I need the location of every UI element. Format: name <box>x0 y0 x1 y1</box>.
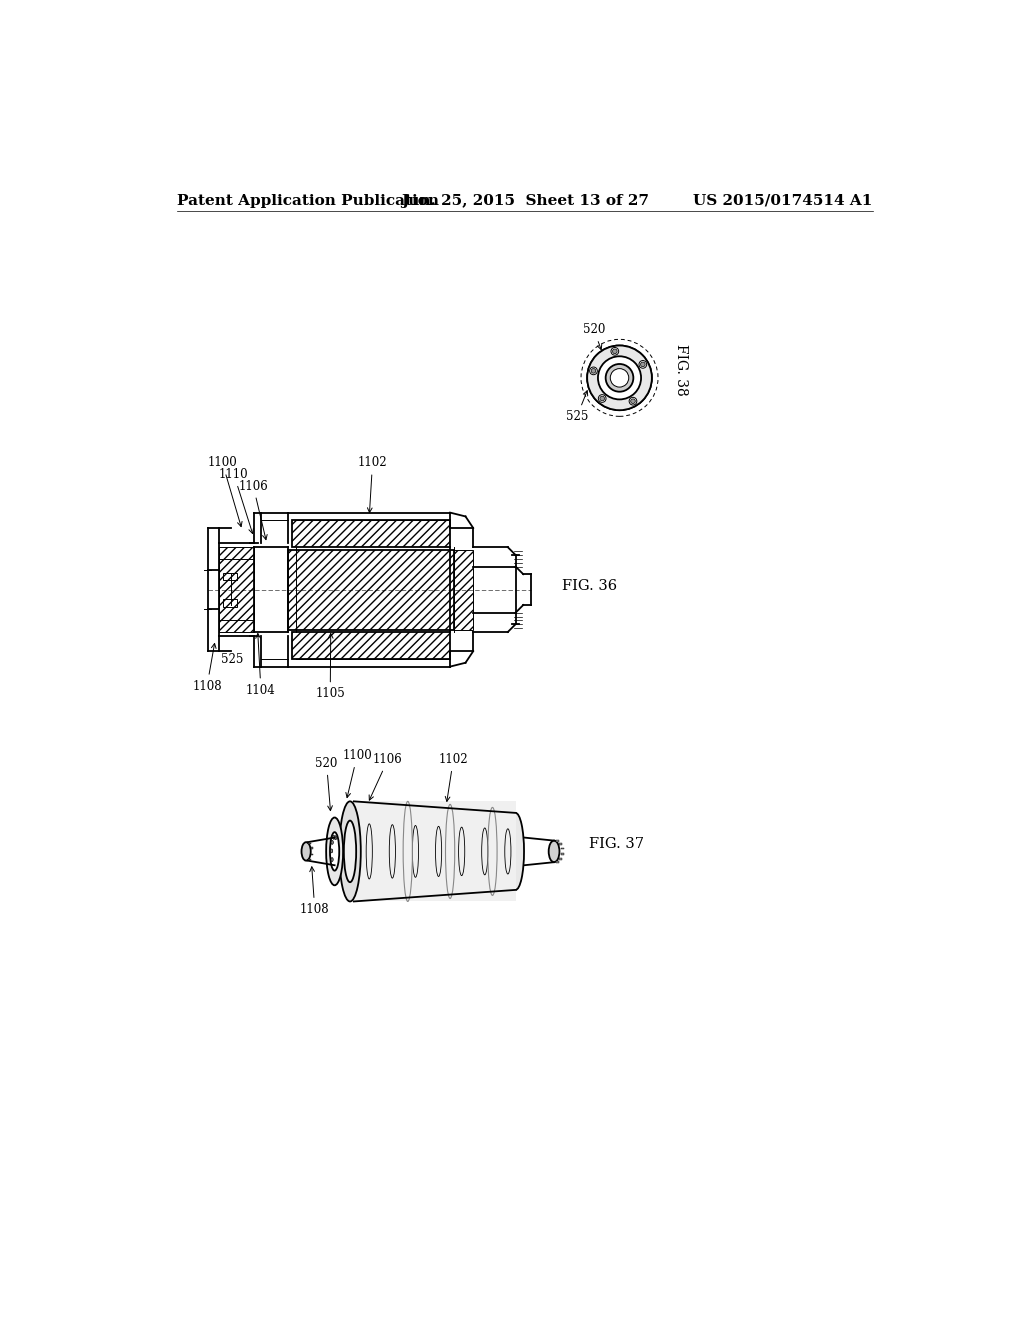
Circle shape <box>598 356 641 400</box>
Circle shape <box>641 362 645 367</box>
Bar <box>559 843 562 845</box>
Text: FIG. 38: FIG. 38 <box>674 345 688 396</box>
Ellipse shape <box>330 832 339 871</box>
Circle shape <box>598 395 606 403</box>
Text: Patent Application Publication: Patent Application Publication <box>177 194 438 207</box>
Bar <box>556 841 559 842</box>
Text: 525: 525 <box>221 653 244 665</box>
Ellipse shape <box>331 849 333 853</box>
Circle shape <box>590 367 597 375</box>
Ellipse shape <box>549 841 559 862</box>
Circle shape <box>639 360 647 368</box>
Text: 1108: 1108 <box>193 643 222 693</box>
Ellipse shape <box>326 817 343 886</box>
Bar <box>292 632 451 659</box>
Ellipse shape <box>507 813 524 890</box>
Text: 1104: 1104 <box>246 634 275 697</box>
Text: 1110: 1110 <box>219 469 253 533</box>
Ellipse shape <box>333 836 335 840</box>
Bar <box>223 573 237 581</box>
Bar <box>561 854 564 855</box>
Text: 1102: 1102 <box>438 752 468 801</box>
Text: 1100: 1100 <box>342 748 372 797</box>
Ellipse shape <box>335 836 337 840</box>
Text: US 2015/0174514 A1: US 2015/0174514 A1 <box>693 194 872 207</box>
Ellipse shape <box>331 841 334 845</box>
Ellipse shape <box>331 858 333 862</box>
Bar <box>223 599 237 607</box>
Text: FIG. 37: FIG. 37 <box>589 837 644 850</box>
Ellipse shape <box>301 842 310 861</box>
Text: Jun. 25, 2015  Sheet 13 of 27: Jun. 25, 2015 Sheet 13 of 27 <box>400 194 649 207</box>
Text: 1105: 1105 <box>315 634 345 701</box>
Text: 1102: 1102 <box>357 457 387 512</box>
Text: 1100: 1100 <box>208 457 242 527</box>
Text: 1106: 1106 <box>239 479 268 540</box>
Circle shape <box>600 396 604 401</box>
Text: 520: 520 <box>315 756 338 810</box>
Bar <box>308 858 310 861</box>
Circle shape <box>605 364 634 392</box>
Circle shape <box>612 348 617 354</box>
Bar <box>454 549 473 630</box>
Text: 525: 525 <box>565 391 588 424</box>
Bar <box>561 847 564 849</box>
Bar <box>292 520 451 548</box>
Bar <box>556 861 559 862</box>
Text: FIG. 36: FIG. 36 <box>562 578 616 593</box>
Bar <box>308 842 310 845</box>
Bar <box>289 549 454 630</box>
Ellipse shape <box>344 821 356 882</box>
Bar <box>311 847 313 849</box>
Circle shape <box>591 368 596 374</box>
Circle shape <box>629 397 637 405</box>
Circle shape <box>587 346 652 411</box>
Ellipse shape <box>339 801 360 902</box>
Text: 520: 520 <box>583 323 605 350</box>
Circle shape <box>611 347 618 355</box>
Bar <box>311 854 313 855</box>
Circle shape <box>610 368 629 387</box>
Bar <box>219 548 254 632</box>
FancyBboxPatch shape <box>354 801 515 902</box>
Bar <box>559 858 562 859</box>
Text: 1106: 1106 <box>369 752 402 800</box>
Circle shape <box>631 399 635 404</box>
Text: 1108: 1108 <box>300 867 330 916</box>
